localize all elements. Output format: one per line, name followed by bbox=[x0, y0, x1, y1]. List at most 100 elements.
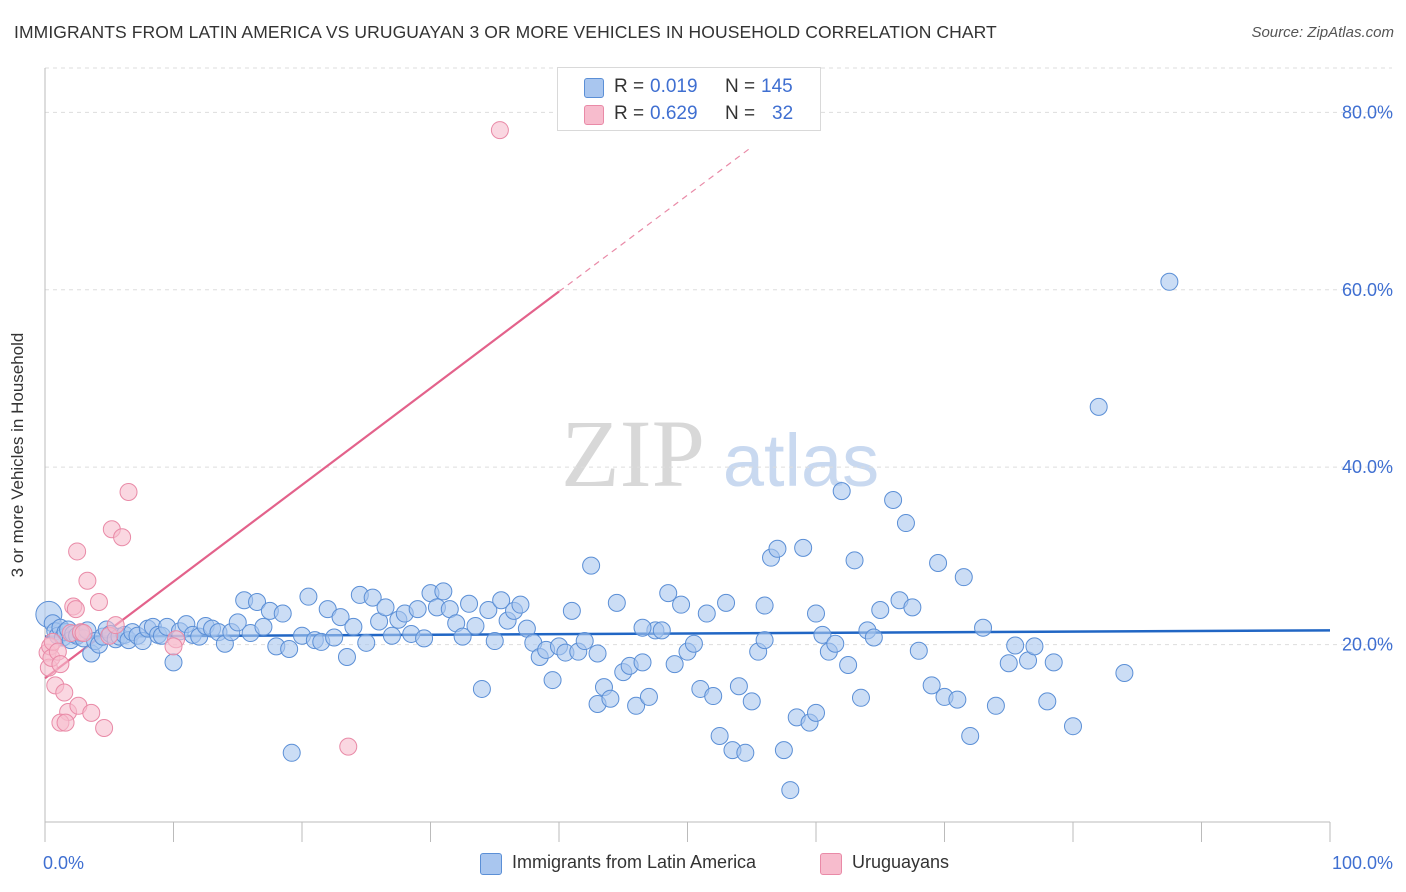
uruguayans-point bbox=[51, 655, 70, 674]
latin-america-point bbox=[344, 617, 363, 636]
latin-america-point bbox=[460, 594, 479, 613]
latin-america-point bbox=[807, 604, 825, 623]
uruguayans-point bbox=[56, 713, 75, 732]
latin-america-point bbox=[543, 671, 562, 690]
latin-america-point bbox=[1038, 692, 1057, 711]
latin-america-point bbox=[1160, 272, 1179, 291]
latin-america-point bbox=[736, 743, 755, 762]
uruguayans-point bbox=[119, 483, 138, 502]
stats-legend: R = 0.019 N = 145 R = 0.629 N = 32 bbox=[557, 67, 821, 131]
bottom-legend-swatch-pink bbox=[820, 853, 842, 875]
latin-america-point bbox=[909, 641, 928, 660]
source-label: Source: ZipAtlas.com bbox=[1251, 24, 1394, 41]
latin-america-point bbox=[363, 588, 382, 607]
latin-america-point bbox=[273, 604, 292, 623]
legend-r-value: 0.629 bbox=[650, 103, 698, 124]
legend-n-label: N = bbox=[725, 103, 756, 124]
uruguayans-point bbox=[74, 624, 93, 643]
latin-america-point bbox=[479, 600, 498, 619]
latin-america-point bbox=[768, 539, 787, 558]
latin-america-point bbox=[1089, 397, 1108, 416]
latin-america-point bbox=[1064, 717, 1082, 736]
latin-america-point bbox=[485, 632, 504, 651]
legend-n-value: 32 bbox=[772, 103, 794, 124]
latin-america-point bbox=[562, 601, 581, 620]
latin-america-point bbox=[376, 598, 395, 617]
legend-r-value: 0.019 bbox=[650, 76, 698, 97]
latin-america-point bbox=[794, 538, 813, 557]
latin-america-point bbox=[832, 482, 851, 501]
latin-america-point bbox=[325, 628, 344, 647]
latin-america-point bbox=[684, 634, 703, 653]
latin-america-points bbox=[35, 272, 1179, 800]
latin-america-point bbox=[704, 687, 723, 706]
latin-america-point bbox=[318, 600, 337, 619]
uruguayans-point bbox=[113, 528, 132, 547]
uruguayans-point bbox=[66, 600, 85, 619]
latin-america-point bbox=[466, 616, 485, 635]
latin-america-point bbox=[813, 625, 832, 644]
latin-america-point bbox=[986, 696, 1005, 715]
y-tick-labels: 20.0% 40.0% 60.0% 80.0% bbox=[1342, 102, 1393, 654]
legend-n-value: 145 bbox=[761, 76, 793, 97]
latin-america-point bbox=[408, 600, 427, 619]
latin-america-point bbox=[922, 676, 941, 695]
chart-title: IMMIGRANTS FROM LATIN AMERICA VS URUGUAY… bbox=[14, 22, 997, 42]
latin-america-point bbox=[453, 627, 472, 646]
latin-america-point bbox=[697, 604, 716, 623]
y-tick-label: 20.0% bbox=[1342, 635, 1393, 655]
uruguayans-point bbox=[164, 637, 183, 656]
uruguayans-point bbox=[339, 737, 358, 756]
latin-america-point bbox=[896, 514, 915, 533]
y-tick-label: 80.0% bbox=[1342, 102, 1393, 122]
uruguayans-point bbox=[78, 571, 97, 590]
latin-america-point bbox=[974, 618, 993, 637]
latin-america-point bbox=[774, 741, 793, 760]
y-tick-label: 60.0% bbox=[1342, 280, 1393, 300]
latin-america-point bbox=[954, 568, 973, 587]
latin-america-point bbox=[755, 631, 774, 650]
latin-america-point bbox=[845, 551, 864, 570]
latin-america-point bbox=[781, 781, 800, 800]
legend-n-label: N = bbox=[725, 76, 756, 97]
latin-america-point bbox=[248, 593, 267, 612]
uruguayans-points bbox=[38, 121, 509, 756]
watermark-atlas: atlas bbox=[723, 419, 879, 502]
latin-america-point bbox=[948, 690, 967, 709]
uruguayans-point bbox=[82, 703, 101, 722]
latin-america-point bbox=[717, 593, 736, 612]
uruguayans-point bbox=[89, 593, 108, 612]
latin-america-point bbox=[1044, 653, 1063, 672]
latin-america-point bbox=[851, 688, 870, 707]
bottom-legend-label: Immigrants from Latin America bbox=[512, 852, 757, 872]
uruguayans-point bbox=[68, 542, 87, 561]
latin-america-point bbox=[672, 595, 691, 614]
latin-america-point bbox=[282, 743, 301, 762]
latin-america-point bbox=[164, 653, 183, 672]
latin-america-point bbox=[652, 621, 671, 640]
latin-america-point bbox=[755, 596, 774, 615]
legend-swatch-blue bbox=[584, 78, 604, 98]
uruguayans-trend-extension bbox=[558, 146, 753, 293]
latin-america-point bbox=[607, 593, 626, 612]
latin-america-point bbox=[871, 600, 890, 619]
uruguayans-point bbox=[106, 616, 125, 635]
latin-america-point bbox=[382, 626, 401, 645]
x-tick-label-min: 0.0% bbox=[43, 853, 84, 873]
latin-america-point bbox=[299, 587, 318, 606]
axes bbox=[44, 68, 1331, 842]
uruguayans-point bbox=[55, 683, 74, 702]
latin-america-point bbox=[511, 595, 530, 614]
latin-america-point bbox=[639, 687, 658, 706]
latin-america-point bbox=[665, 655, 684, 674]
x-tick-label-max: 100.0% bbox=[1332, 853, 1393, 873]
x-tick-labels: 0.0% 100.0% bbox=[43, 853, 1393, 873]
latin-america-point bbox=[903, 598, 922, 617]
latin-america-point bbox=[415, 629, 434, 648]
latin-america-point bbox=[633, 653, 652, 672]
latin-america-point bbox=[331, 608, 350, 627]
uruguayans-point bbox=[95, 718, 114, 737]
y-tick-label: 40.0% bbox=[1342, 457, 1393, 477]
latin-america-point bbox=[710, 726, 729, 745]
